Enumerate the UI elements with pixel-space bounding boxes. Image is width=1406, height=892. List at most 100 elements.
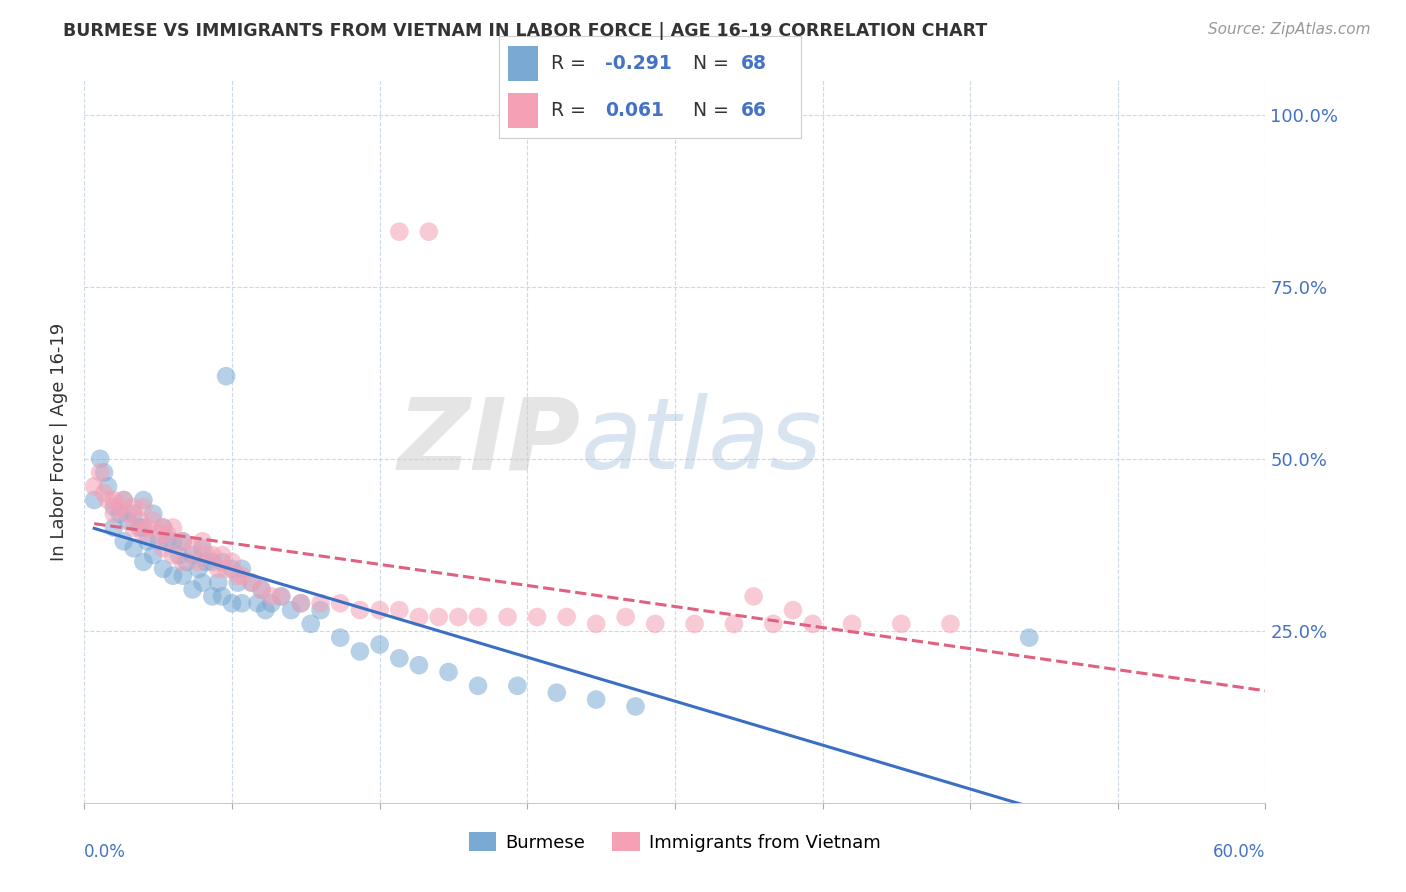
Text: 0.061: 0.061 [605,101,664,120]
Point [108,507,131,521]
Point [408,610,430,624]
Point [585,616,607,631]
Point [176,555,198,569]
Text: Source: ZipAtlas.com: Source: ZipAtlas.com [1208,22,1371,37]
Point [89,466,111,480]
Point [280,603,302,617]
Point [762,616,785,631]
Point [841,616,863,631]
Point [555,610,578,624]
Y-axis label: In Labor Force | Age 16-19: In Labor Force | Age 16-19 [49,322,67,561]
Point [260,590,283,604]
Point [329,631,352,645]
Point [142,507,165,521]
Point [103,493,125,508]
Point [211,555,233,569]
Text: atlas: atlas [581,393,823,490]
Point [112,534,135,549]
Point [368,638,391,652]
Point [240,575,263,590]
Point [939,616,962,631]
Point [246,596,269,610]
Text: R =: R = [551,101,598,120]
Point [156,527,179,541]
Point [254,603,277,617]
Point [103,507,125,521]
Text: ZIP: ZIP [398,393,581,490]
Text: N =: N = [693,54,734,73]
Point [162,520,184,534]
Point [162,568,184,582]
Text: N =: N = [693,101,734,120]
Point [162,548,184,562]
Point [368,603,391,617]
Point [215,562,238,576]
Point [122,541,145,556]
Point [187,562,209,576]
Point [211,548,233,562]
Point [201,555,224,569]
Point [437,665,460,679]
Point [215,369,238,384]
Point [83,493,105,508]
Point [191,575,214,590]
Point [388,603,411,617]
Point [108,500,131,514]
Point [211,590,233,604]
Point [226,575,249,590]
Point [117,514,139,528]
Point [89,451,111,466]
Point [447,610,470,624]
Point [546,686,568,700]
Point [207,562,229,576]
Point [299,616,322,631]
Point [290,596,312,610]
Point [260,596,283,610]
Point [191,541,214,556]
Point [83,479,105,493]
Point [122,500,145,514]
Point [782,603,804,617]
Point [152,520,174,534]
Point [585,692,607,706]
Point [309,603,332,617]
Text: 60.0%: 60.0% [1213,843,1265,861]
Point [162,534,184,549]
Point [388,225,411,239]
Point [132,500,155,514]
Point [467,679,489,693]
Point [496,610,519,624]
Point [408,658,430,673]
Point [172,568,194,582]
Point [132,527,155,541]
Point [156,534,179,549]
Point [221,562,243,576]
Text: BURMESE VS IMMIGRANTS FROM VIETNAM IN LABOR FORCE | AGE 16-19 CORRELATION CHART: BURMESE VS IMMIGRANTS FROM VIETNAM IN LA… [63,22,987,40]
Point [152,520,174,534]
Point [231,562,253,576]
Point [172,555,194,569]
Point [195,555,218,569]
Point [136,534,159,549]
Point [142,514,165,528]
Bar [508,93,538,128]
Point [181,582,204,597]
Point [526,610,548,624]
Point [187,555,209,569]
Point [132,493,155,508]
Point [195,548,218,562]
Point [122,520,145,534]
Point [132,520,155,534]
Point [191,534,214,549]
Point [1018,631,1040,645]
Point [122,507,145,521]
Point [270,590,292,604]
Legend: Burmese, Immigrants from Vietnam: Burmese, Immigrants from Vietnam [463,825,887,859]
Point [742,590,765,604]
Point [221,596,243,610]
Text: -0.291: -0.291 [605,54,672,73]
Point [221,555,243,569]
Point [240,575,263,590]
Text: R =: R = [551,54,592,73]
Point [112,493,135,508]
